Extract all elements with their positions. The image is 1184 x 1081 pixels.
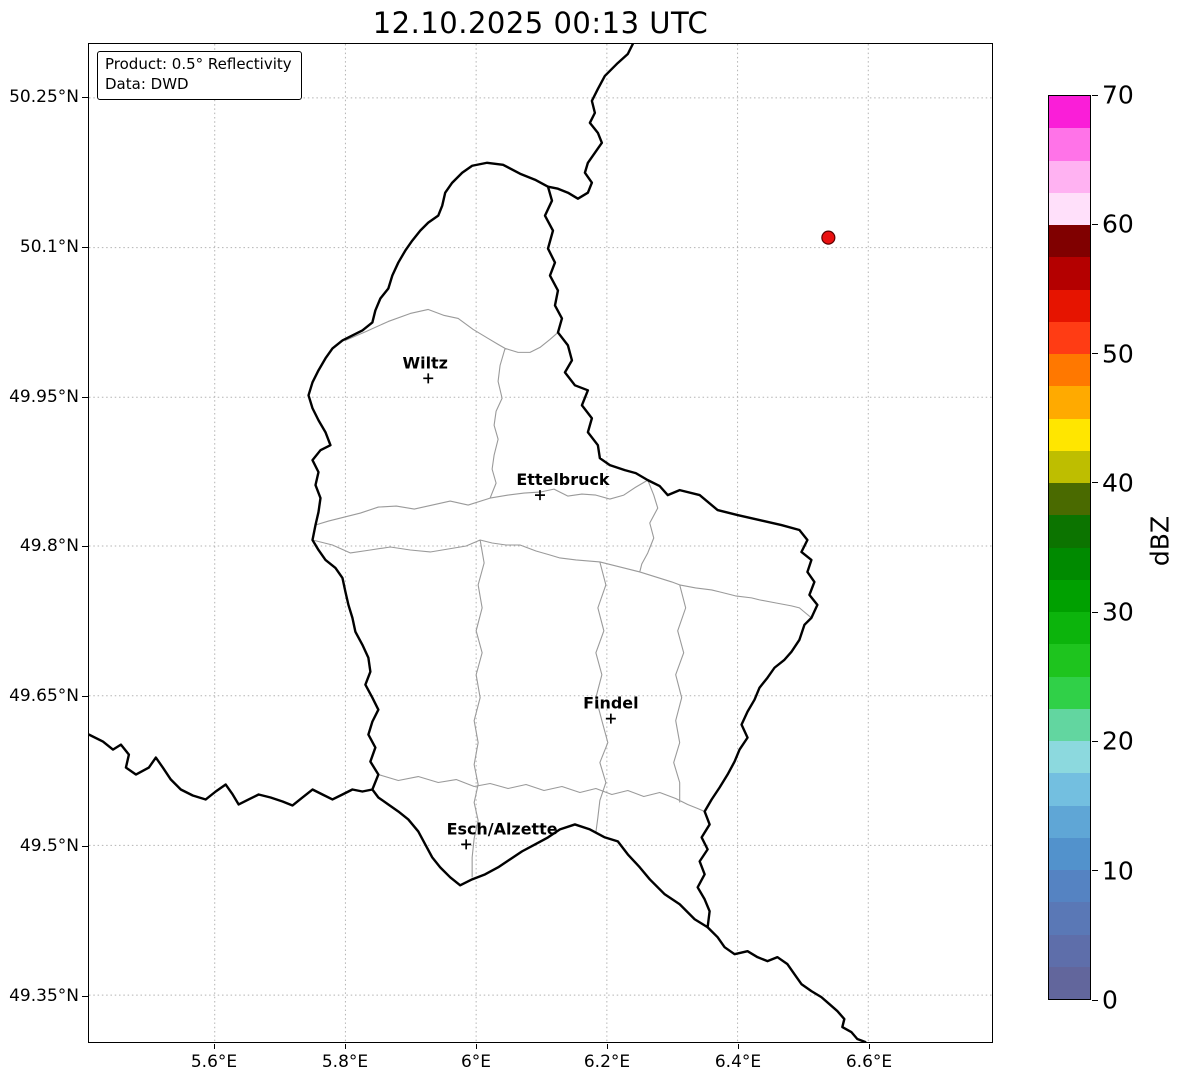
- colorbar-segment: [1049, 159, 1090, 193]
- city-label: Findel: [583, 694, 638, 713]
- info-product-line: Product: 0.5° Reflectivity: [105, 55, 292, 73]
- border-france-germany: [706, 926, 867, 1042]
- colorbar-tick-mark: [1092, 94, 1098, 96]
- luxembourg-map: Wiltz Ettelbruck Findel Esch/Alzette: [89, 44, 992, 1042]
- y-tick-label: 49.35°N: [9, 986, 79, 1006]
- colorbar-segment: [1049, 321, 1090, 354]
- colorbar-segment: [1049, 837, 1090, 870]
- colorbar-segment: [1049, 579, 1090, 612]
- colorbar-tick-mark: [1092, 223, 1098, 225]
- country-border-luxembourg: [307, 161, 819, 929]
- colorbar-segment: [1049, 224, 1090, 258]
- y-tick-label: 50.25°N: [9, 87, 79, 107]
- x-tick-label: 6.4°E: [714, 1052, 762, 1072]
- colorbar-tick-label: 50: [1102, 339, 1134, 369]
- y-tick-mark: [82, 995, 88, 997]
- y-tick-mark: [82, 695, 88, 697]
- y-tick-label: 49.65°N: [9, 686, 79, 706]
- colorbar-segment: [1049, 192, 1090, 225]
- colorbar-tick-label: 20: [1102, 726, 1134, 756]
- city-markers: Wiltz Ettelbruck Findel Esch/Alzette: [403, 230, 836, 850]
- x-tick-mark: [868, 1044, 870, 1049]
- x-tick-mark: [475, 1044, 477, 1049]
- x-tick-mark: [213, 1044, 215, 1049]
- colorbar-segment: [1049, 869, 1090, 903]
- colorbar-tick-label: 0: [1102, 985, 1118, 1015]
- city-marker: [605, 713, 616, 724]
- colorbar-segment: [1049, 256, 1090, 290]
- border-belgium-germany: [546, 44, 634, 200]
- city-marker: [535, 490, 545, 501]
- colorbar-segment: [1049, 96, 1090, 129]
- colorbar-segment: [1049, 127, 1090, 161]
- y-tick-mark: [82, 545, 88, 547]
- city-label: Esch/Alzette: [447, 819, 558, 838]
- x-tick-label: 6.6°E: [845, 1052, 893, 1072]
- colorbar-tick-label: 30: [1102, 597, 1134, 627]
- colorbar-tick-label: 60: [1102, 209, 1134, 239]
- x-tick-mark: [344, 1044, 346, 1049]
- colorbar-segment: [1049, 933, 1090, 967]
- colorbar-segment: [1049, 804, 1090, 838]
- colorbar-segment: [1049, 450, 1090, 483]
- colorbar-segment: [1049, 385, 1090, 419]
- colorbar-segment: [1049, 643, 1090, 677]
- city-label: Wiltz: [403, 353, 448, 372]
- colorbar-segment: [1049, 288, 1090, 322]
- colorbar-segment: [1049, 740, 1090, 774]
- colorbar-tick-mark: [1092, 353, 1098, 355]
- y-tick-label: 49.5°N: [19, 836, 79, 856]
- colorbar-segment: [1049, 417, 1090, 451]
- colorbar-unit-label: dBZ: [1145, 515, 1175, 567]
- info-box: Product: 0.5° Reflectivity Data: DWD: [97, 51, 302, 100]
- colorbar-segment: [1049, 353, 1090, 387]
- colorbar-tick-mark: [1092, 611, 1098, 613]
- colorbar-segment: [1049, 708, 1090, 741]
- gridlines: [89, 44, 992, 1042]
- map-plot-area: Wiltz Ettelbruck Findel Esch/Alzette Produc…: [88, 43, 993, 1043]
- x-tick-label: 6.2°E: [583, 1052, 631, 1072]
- colorbar-segment: [1049, 675, 1090, 709]
- colorbar-segment: [1049, 966, 1090, 999]
- colorbar-tick-label: 70: [1102, 80, 1134, 110]
- y-tick-mark: [82, 96, 88, 98]
- x-tick-label: 6°E: [460, 1052, 492, 1072]
- colorbar-tick-mark: [1092, 999, 1098, 1001]
- colorbar-segment: [1049, 901, 1090, 935]
- colorbar-tick-mark: [1092, 870, 1098, 872]
- colorbar-segment: [1049, 611, 1090, 645]
- y-tick-mark: [82, 246, 88, 248]
- radar-echo-dot: [821, 230, 836, 245]
- colorbar-tick-label: 10: [1102, 856, 1134, 886]
- x-tick-label: 5.8°E: [321, 1052, 369, 1072]
- x-tick-label: 5.6°E: [190, 1052, 238, 1072]
- colorbar-segment: [1049, 546, 1090, 580]
- info-source-line: Data: DWD: [105, 74, 189, 93]
- colorbar-tick-label: 40: [1102, 468, 1134, 498]
- colorbar-tick-mark: [1092, 740, 1098, 742]
- x-tick-mark: [737, 1044, 739, 1049]
- colorbar-track: [1049, 96, 1090, 999]
- border-france-west: [89, 733, 374, 807]
- y-tick-label: 49.95°N: [9, 387, 79, 407]
- y-tick-label: 49.8°N: [19, 536, 79, 556]
- plot-title: 12.10.2025 00:13 UTC: [372, 6, 709, 40]
- y-tick-label: 50.1°N: [19, 237, 79, 257]
- y-tick-mark: [82, 396, 88, 398]
- city-marker: [423, 373, 434, 384]
- colorbar-tick-mark: [1092, 482, 1098, 484]
- district-borders: [312, 308, 812, 878]
- colorbar-segment: [1049, 772, 1090, 806]
- colorbar-segment: [1049, 482, 1090, 516]
- city-marker: [461, 839, 472, 850]
- y-tick-mark: [82, 845, 88, 847]
- colorbar-segment: [1049, 514, 1090, 548]
- city-label: Ettelbruck: [516, 470, 610, 489]
- colorbar: [1048, 95, 1091, 1000]
- x-tick-mark: [606, 1044, 608, 1049]
